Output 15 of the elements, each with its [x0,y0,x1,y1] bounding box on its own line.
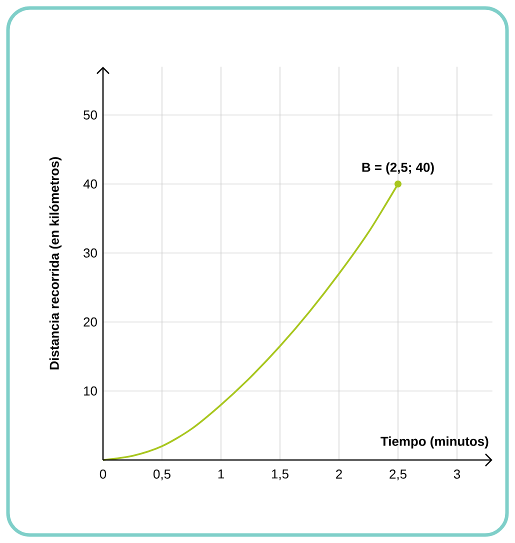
x-tick-label: 1,5 [272,470,288,480]
y-tick-label: 10 [84,386,97,396]
x-axis-title: Tiempo (minutos) [380,436,488,448]
x-tick-label: 2 [336,470,342,479]
x-tick-label: 0 [100,470,106,479]
y-tick-label: 50 [84,110,97,120]
y-axis-title: Distancia recorrida (en kilómetros) [49,157,62,370]
x-tick-label: 1 [218,470,224,478]
x-tick-label: 2,5 [390,470,406,480]
y-tick-label: 40 [83,179,97,189]
annotation: B = (2,5; 40) [362,162,434,174]
x-tick-label: 0,5 [154,470,170,480]
x-tick-label: 3 [454,470,460,479]
y-tick-label: 30 [84,248,97,258]
y-tick-label: 20 [84,317,97,327]
